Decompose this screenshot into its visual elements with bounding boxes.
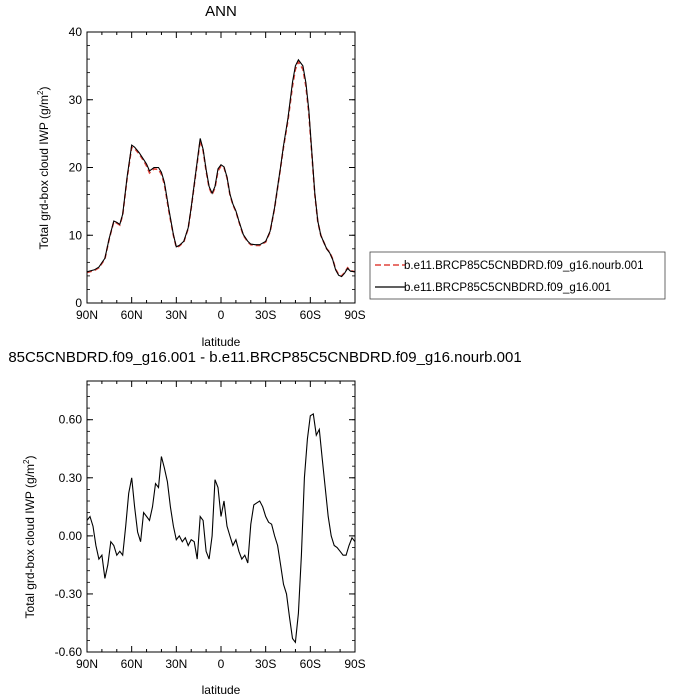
y-tick-label: -0.60 <box>55 645 83 659</box>
x-tick-label: 90N <box>76 657 98 671</box>
chart-title: 85C5CNBDRD.f09_g16.001 - b.e11.BRCP85C5C… <box>8 349 521 366</box>
chart-marks <box>86 58 356 278</box>
y-tick-label: 40 <box>69 25 83 39</box>
x-tick-label: 0 <box>218 308 225 322</box>
y-axis-label: Total grd-box cloud IWP (g/m2) <box>36 87 51 250</box>
y-tick-label: 30 <box>69 93 83 107</box>
y-axis-label-part: ) <box>23 456 37 460</box>
legend-box <box>369 251 666 300</box>
y-tick-label: 10 <box>69 228 83 242</box>
x-tick-label: 60S <box>300 657 321 671</box>
x-axis-label: latitude <box>202 683 241 697</box>
chart-panel-bottom: 85C5CNBDRD.f09_g16.001 - b.e11.BRCP85C5C… <box>8 349 521 697</box>
y-axis-label-part: Total grd-box cloud IWP (g/m <box>37 95 51 250</box>
chart-marks <box>86 412 356 644</box>
y-axis-label-superscript: 2 <box>36 90 45 95</box>
x-tick-label: 90S <box>344 657 365 671</box>
y-axis-label-superscript: 2 <box>22 459 31 464</box>
x-tick-label: 90N <box>76 308 98 322</box>
x-tick-label: 60N <box>121 657 143 671</box>
axis-ticks: 90N 60N 30N 0 30S 60S 90S 0 10 20 30 40 <box>69 25 366 322</box>
y-axis-label: Total grd-box cloud IWP (g/m2) <box>22 456 37 619</box>
y-axis-label-part: Total grd-box cloud IWP (g/m <box>23 464 37 619</box>
y-axis-label-text: Total grd-box cloud IWP (g/m2) <box>22 456 37 619</box>
chart-title: ANN <box>205 3 237 20</box>
y-tick-label: 0 <box>75 296 82 310</box>
y-axis-label-text: Total grd-box cloud IWP (g/m2) <box>36 87 51 250</box>
legend-label-nourb: b.e11.BRCP85C5CNBDRD.f09_g16.nourb.001 <box>404 260 644 272</box>
series-line-nourb <box>86 60 356 277</box>
y-axis-label-part: ) <box>37 87 51 91</box>
x-tick-label: 60N <box>121 308 143 322</box>
chart-panel-top: ANN Total grd-box cloud IWP (g/m2) latit… <box>36 3 366 349</box>
y-tick-label: 0.60 <box>59 413 83 427</box>
y-tick-label: 0.00 <box>59 529 83 543</box>
x-tick-label: 30N <box>165 657 187 671</box>
x-axis-label: latitude <box>202 335 241 349</box>
x-tick-label: 30N <box>165 308 187 322</box>
x-tick-label: 0 <box>218 657 225 671</box>
x-tick-label: 90S <box>344 308 365 322</box>
series-line-base <box>86 58 356 278</box>
x-tick-label: 30S <box>255 308 276 322</box>
axis-ticks: 90N 60N 30N 0 30S 60S 90S -0.60 -0.30 0.00 0.30 0.6… <box>55 381 366 671</box>
legend-label-base: b.e11.BRCP85C5CNBDRD.f09_g16.001 <box>404 282 611 294</box>
x-tick-label: 60S <box>300 308 321 322</box>
y-tick-label: 0.30 <box>59 471 83 485</box>
legend: b.e11.BRCP85C5CNBDRD.f09_g16.nourb.001 b… <box>369 251 666 300</box>
y-tick-label: -0.30 <box>55 587 83 601</box>
y-tick-label: 20 <box>69 161 83 175</box>
series-line-difference <box>86 412 356 644</box>
x-tick-label: 30S <box>255 657 276 671</box>
